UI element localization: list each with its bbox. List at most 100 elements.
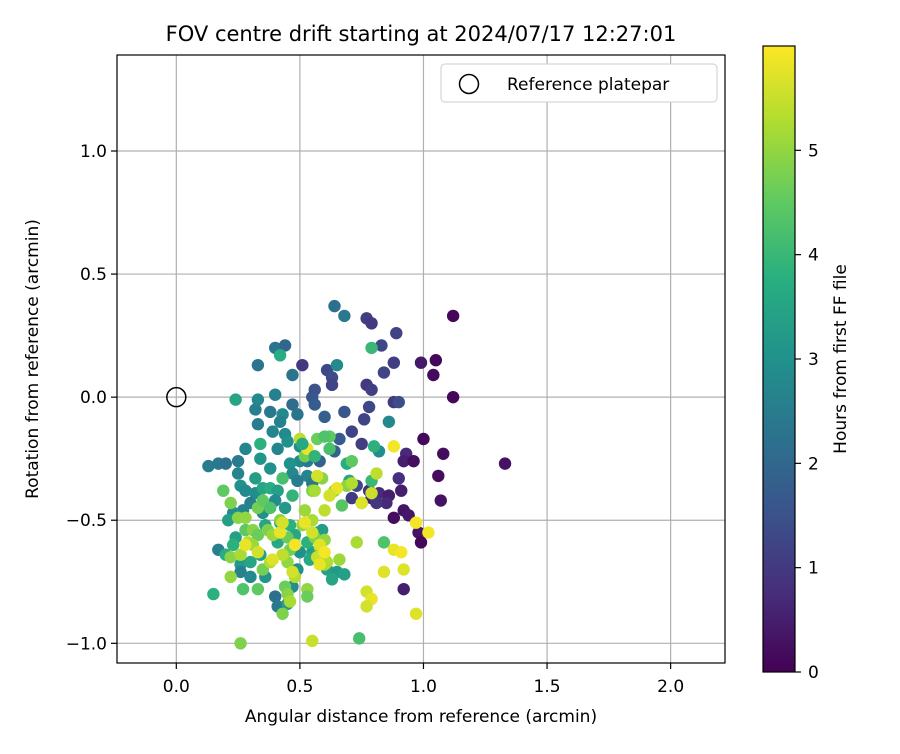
data-point	[276, 472, 289, 485]
x-tick-label: 0.5	[286, 677, 313, 697]
data-point	[318, 546, 331, 559]
data-point	[254, 452, 267, 465]
data-point	[308, 450, 321, 463]
data-point	[395, 484, 408, 497]
data-point	[202, 459, 215, 473]
data-point	[313, 558, 326, 571]
data-point	[264, 462, 277, 475]
data-point	[318, 504, 331, 517]
data-point	[231, 454, 245, 468]
data-point	[251, 582, 265, 596]
data-point	[296, 437, 309, 451]
data-point	[397, 563, 410, 576]
data-point	[276, 548, 289, 561]
data-point	[224, 496, 237, 510]
data-point	[224, 550, 237, 564]
data-point	[318, 410, 331, 424]
y-axis-label: Rotation from reference (arcmin)	[23, 219, 43, 499]
data-point	[429, 354, 443, 367]
data-point	[360, 600, 373, 613]
data-point	[325, 378, 339, 392]
data-point	[407, 454, 420, 468]
colorbar-tick-label: 5	[808, 141, 819, 161]
data-point	[397, 454, 410, 468]
data-point	[291, 408, 304, 421]
data-point	[437, 447, 450, 460]
data-point	[308, 398, 321, 411]
data-point	[266, 553, 279, 566]
x-tick-label: 2.0	[657, 677, 684, 697]
data-point	[276, 516, 289, 529]
data-point	[298, 516, 312, 529]
data-point	[345, 477, 358, 490]
data-point	[239, 442, 252, 456]
data-point	[345, 425, 358, 438]
data-point	[446, 390, 460, 404]
data-point	[268, 590, 282, 603]
data-point	[498, 457, 512, 470]
data-point	[273, 526, 287, 539]
data-point	[335, 499, 349, 512]
x-tick-label: 1.5	[534, 677, 561, 697]
colorbar: 0 1 2 3 4 5 Hours from first FF file	[762, 45, 851, 683]
data-point	[432, 469, 445, 483]
data-point	[283, 457, 297, 470]
data-point	[301, 590, 314, 603]
data-point	[283, 595, 297, 608]
colorbar-tick-label: 3	[808, 350, 819, 370]
x-tick-label: 0.0	[163, 677, 190, 697]
data-point	[318, 430, 331, 443]
data-point	[353, 632, 366, 645]
x-axis-ticks: 0.0 0.5 1.0 1.5 2.0	[163, 663, 684, 697]
data-point	[217, 484, 230, 497]
x-tick-label: 1.0	[410, 677, 437, 697]
data-point	[264, 501, 277, 515]
data-point	[414, 536, 428, 549]
data-point	[298, 504, 312, 517]
colorbar-tick-label: 0	[808, 663, 819, 683]
data-point	[264, 405, 277, 419]
data-point	[306, 526, 319, 539]
data-point	[222, 514, 235, 527]
data-point	[249, 403, 262, 416]
data-point	[239, 538, 252, 552]
data-point	[397, 582, 410, 596]
reference-marker-group	[166, 386, 187, 408]
data-point	[251, 528, 265, 542]
y-tick-label: −1.0	[66, 634, 107, 654]
data-point	[409, 607, 423, 620]
data-point	[434, 494, 447, 507]
data-point	[268, 388, 282, 401]
data-point	[251, 358, 265, 372]
data-point	[273, 349, 287, 362]
data-point	[239, 511, 252, 524]
colorbar-tick-label: 2	[808, 454, 819, 474]
data-point	[350, 536, 363, 549]
data-point	[338, 405, 351, 419]
data-points	[202, 299, 512, 650]
colorbar-gradient	[762, 45, 796, 673]
chart-title: FOV centre drift starting at 2024/07/17 …	[166, 22, 677, 46]
data-point	[239, 484, 252, 497]
data-point	[286, 565, 299, 579]
data-point	[370, 467, 383, 480]
data-point	[345, 491, 358, 505]
data-point	[365, 383, 378, 396]
data-point	[365, 486, 378, 500]
data-point	[377, 536, 391, 549]
data-point	[234, 548, 247, 561]
legend-box	[440, 63, 718, 103]
data-point	[446, 309, 460, 323]
data-point	[226, 538, 240, 552]
data-point	[251, 418, 265, 431]
data-point	[231, 467, 245, 480]
y-tick-label: 1.0	[80, 142, 107, 162]
data-point	[338, 309, 351, 323]
data-point	[224, 570, 237, 584]
data-point	[387, 511, 401, 524]
data-point	[234, 565, 247, 579]
data-point	[286, 398, 299, 411]
data-point	[377, 565, 391, 579]
data-point	[286, 489, 299, 502]
data-point	[365, 317, 378, 330]
